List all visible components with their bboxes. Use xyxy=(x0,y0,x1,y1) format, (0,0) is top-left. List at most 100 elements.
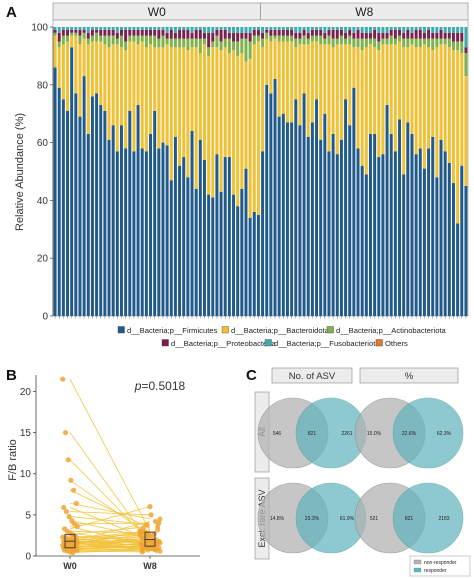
bar-segment-firmicutes xyxy=(115,151,119,316)
bar-segment-proteobacteria xyxy=(298,32,302,39)
bar-segment-firmicutes xyxy=(144,151,148,316)
bar-segment-bacteroidota xyxy=(298,44,302,126)
bar-segment-firmicutes xyxy=(194,188,198,316)
bar-segment-bacteroidota xyxy=(447,47,451,163)
bar-segment-bacteroidota xyxy=(252,44,256,212)
bar-segment-bacteroidota xyxy=(306,44,310,137)
panel-c-venn-diagrams: No. of ASV%AllExcl. rare ASV546821226115… xyxy=(254,367,471,577)
bar-segment-proteobacteria xyxy=(157,29,161,39)
bar-segment-fusobacteriota xyxy=(169,27,173,30)
bar-segment-fusobacteriota xyxy=(327,27,331,30)
bar-segment-fusobacteriota xyxy=(86,27,90,33)
panel-b-ytick-label: 5 xyxy=(25,510,31,521)
venn-value-mid: 821 xyxy=(308,431,317,437)
bar-segment-firmicutes xyxy=(402,174,406,316)
bar-segment-actinobacteriota xyxy=(398,35,401,42)
panel-a-ytick-label: 100 xyxy=(31,23,48,34)
bar-segment-bacteroidota xyxy=(315,41,318,100)
bar-segment-firmicutes xyxy=(435,177,439,316)
bar-segment-fusobacteriota xyxy=(315,27,318,30)
bar-segment-proteobacteria xyxy=(410,32,414,39)
venn-value-mid: 22.6% xyxy=(402,431,417,437)
bar-segment-bacteroidota xyxy=(128,41,132,111)
fb-point-w0 xyxy=(66,513,72,520)
bar-segment-fusobacteriota xyxy=(435,27,439,33)
bar-segment-bacteroidota xyxy=(219,50,223,192)
bar-segment-bacteroidota xyxy=(418,47,422,149)
bar-segment-actinobacteriota xyxy=(173,38,177,48)
facet-label-w0: W0 xyxy=(148,5,166,19)
bar-segment-fusobacteriota xyxy=(95,27,99,30)
bar-segment-fusobacteriota xyxy=(99,27,103,30)
bar-segment-bacteroidota xyxy=(389,44,393,134)
panel-b-ytick-label: 10 xyxy=(20,469,32,480)
bar-segment-actinobacteriota xyxy=(290,35,294,42)
bar-segment-proteobacteria xyxy=(389,29,393,36)
bar-segment-proteobacteria xyxy=(107,29,111,36)
bar-segment-bacteroidota xyxy=(464,76,468,186)
legend-label-firmicutes: d__Bacteria;p__Firmicutes xyxy=(127,326,218,335)
bar-segment-actinobacteriota xyxy=(418,38,422,48)
bar-segment-proteobacteria xyxy=(418,29,422,39)
bar-segment-bacteroidota xyxy=(414,47,418,155)
bar-segment-actinobacteriota xyxy=(439,38,443,45)
bar-segment-proteobacteria xyxy=(464,47,468,54)
bar-segment-firmicutes xyxy=(265,84,269,316)
fb-point-w8 xyxy=(156,538,162,544)
venn-value-left: 14.8% xyxy=(270,516,285,522)
bar-segment-proteobacteria xyxy=(153,29,157,36)
venn-circle-responder xyxy=(392,397,464,469)
bar-segment-firmicutes xyxy=(277,116,281,316)
bar-segment-fusobacteriota xyxy=(207,27,211,33)
bar-segment-proteobacteria xyxy=(169,29,173,39)
bar-segment-firmicutes xyxy=(61,99,65,316)
bar-segment-actinobacteriota xyxy=(319,35,323,45)
bar-segment-fusobacteriota xyxy=(352,27,356,33)
bar-segment-firmicutes xyxy=(190,131,194,316)
bar-segment-bacteroidota xyxy=(240,53,244,189)
bar-segment-fusobacteriota xyxy=(165,27,169,33)
bar-segment-fusobacteriota xyxy=(136,27,140,30)
bar-segment-bacteroidota xyxy=(157,47,161,149)
bar-segment-bacteroidota xyxy=(435,47,439,178)
bar-segment-proteobacteria xyxy=(140,29,144,36)
bar-segment-proteobacteria xyxy=(207,32,211,48)
bar-segment-proteobacteria xyxy=(124,29,128,42)
bar-segment-proteobacteria xyxy=(82,29,86,33)
bar-segment-fusobacteriota xyxy=(286,27,289,30)
fb-point-w0 xyxy=(68,477,74,483)
bar-segment-fusobacteriota xyxy=(232,27,235,33)
bar-segment-firmicutes xyxy=(356,148,360,316)
bar-segment-firmicutes xyxy=(373,133,377,316)
bar-segment-bacteroidota xyxy=(124,50,128,149)
bar-segment-fusobacteriota xyxy=(418,27,422,30)
bar-segment-fusobacteriota xyxy=(406,27,410,30)
bar-segment-firmicutes xyxy=(103,110,107,316)
bar-segment-bacteroidota xyxy=(215,47,219,155)
bar-segment-firmicutes xyxy=(178,165,182,316)
bar-segment-fusobacteriota xyxy=(115,27,119,33)
bar-segment-fusobacteriota xyxy=(290,27,294,30)
bar-segment-fusobacteriota xyxy=(364,27,368,33)
fb-point-w0 xyxy=(63,508,69,515)
bar-segment-proteobacteria xyxy=(402,32,406,39)
bar-segment-bacteroidota xyxy=(194,47,198,189)
bar-segment-proteobacteria xyxy=(439,29,443,39)
bar-segment-bacteroidota xyxy=(319,44,323,140)
bar-segment-actinobacteriota xyxy=(61,35,65,45)
bar-segment-firmicutes xyxy=(389,133,393,316)
panel-a-ytick-label: 60 xyxy=(37,138,49,149)
bar-segment-firmicutes xyxy=(385,105,389,316)
bar-segment-bacteroidota xyxy=(182,47,186,158)
bar-segment-bacteroidota xyxy=(381,44,385,155)
bar-segment-actinobacteriota xyxy=(165,38,169,45)
bar-segment-bacteroidota xyxy=(410,44,414,134)
bar-segment-fusobacteriota xyxy=(248,27,252,33)
venn-col-header-box-1 xyxy=(359,367,459,384)
venn-value-right: 2261 xyxy=(341,431,352,437)
bar-segment-actinobacteriota xyxy=(302,35,306,45)
bar-segment-bacteroidota xyxy=(223,47,227,158)
bar-segment-firmicutes xyxy=(294,99,298,316)
bar-segment-firmicutes xyxy=(128,110,132,316)
bar-segment-bacteroidota xyxy=(261,47,265,152)
